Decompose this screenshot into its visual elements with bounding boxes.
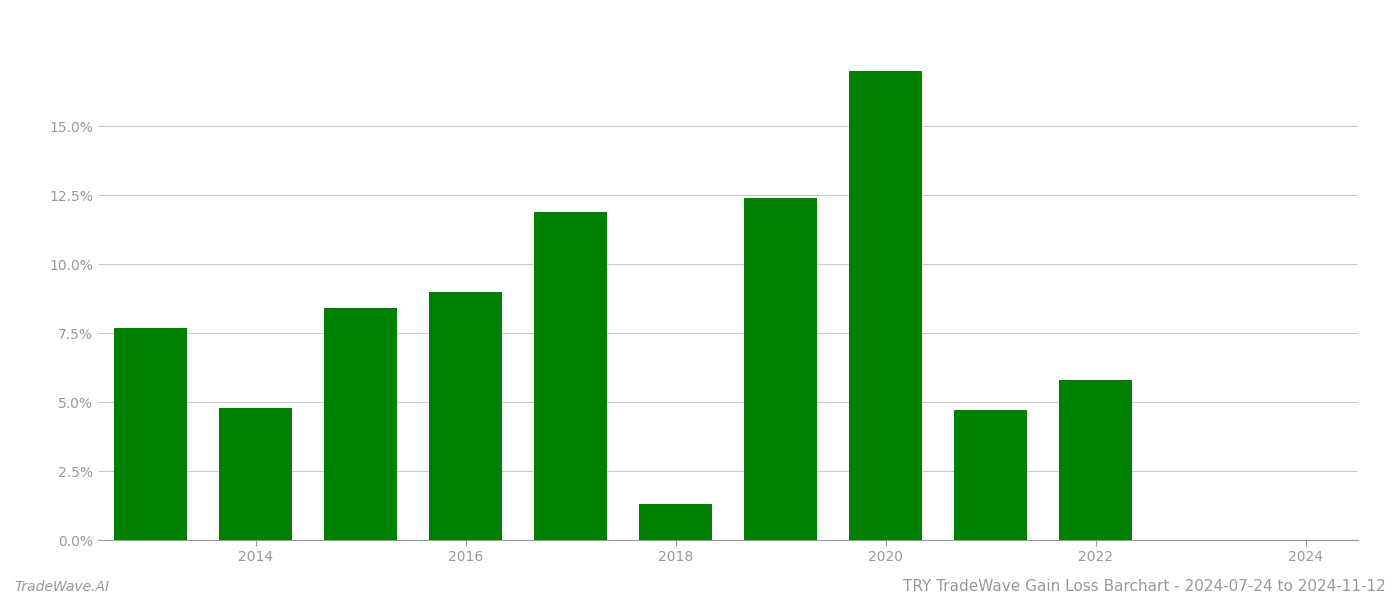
Text: TRY TradeWave Gain Loss Barchart - 2024-07-24 to 2024-11-12: TRY TradeWave Gain Loss Barchart - 2024-… [903,579,1386,594]
Bar [953,410,1028,540]
Bar [428,292,503,540]
Bar [1058,380,1133,540]
Bar [533,212,608,540]
Bar [743,198,818,540]
Text: TradeWave.AI: TradeWave.AI [14,580,109,594]
Bar [113,328,188,540]
Bar [638,504,713,540]
Bar [848,71,923,540]
Bar [218,407,293,540]
Bar [323,308,398,540]
